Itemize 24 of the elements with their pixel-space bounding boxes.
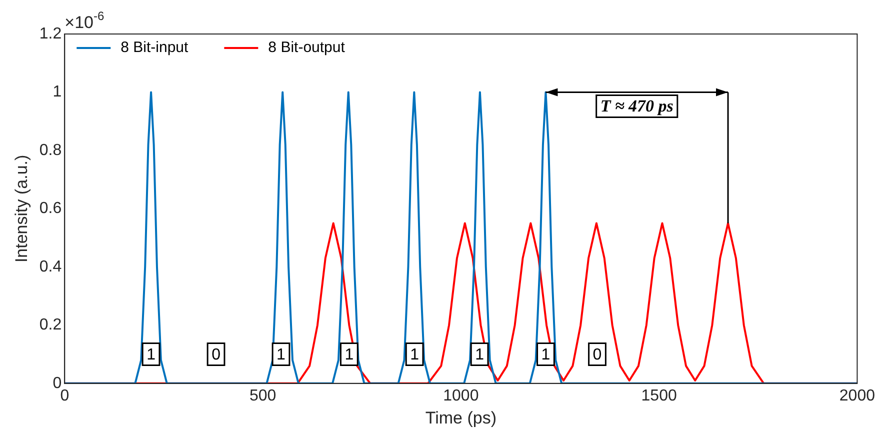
y-tick-label: 0.6	[39, 200, 62, 218]
x-axis-title: Time (ps)	[425, 408, 496, 428]
annotation: 0	[212, 346, 221, 364]
annotation: 1	[146, 346, 156, 364]
x-tick-label: 500	[249, 387, 276, 404]
y-tick-label: 0.4	[39, 258, 62, 276]
y-tick-label: 0	[52, 374, 62, 392]
annotation: 0	[592, 346, 602, 364]
x-tick-label: 2000	[839, 387, 876, 404]
annotation: 1	[410, 346, 420, 364]
legend-label: 8 Bit-input	[120, 39, 190, 56]
y-tick-label: 0.2	[39, 316, 62, 334]
annotation: T ≈ 470 ps	[600, 96, 674, 116]
annotation: 1	[541, 346, 550, 364]
y-tick-label: 1	[52, 84, 62, 101]
legend-label: 8 Bit-output	[268, 39, 346, 56]
y-axis-title: Intensity (a.u.)	[12, 154, 31, 263]
x-tick-label: 1000	[443, 387, 479, 404]
y-tick-label: 0.8	[39, 142, 62, 159]
annotation: 1	[344, 346, 354, 364]
annotation: 1	[276, 346, 286, 364]
y-tick-label: 1.2	[39, 25, 62, 42]
annotation: 1	[475, 346, 484, 364]
x-tick-label: 1500	[641, 387, 677, 404]
